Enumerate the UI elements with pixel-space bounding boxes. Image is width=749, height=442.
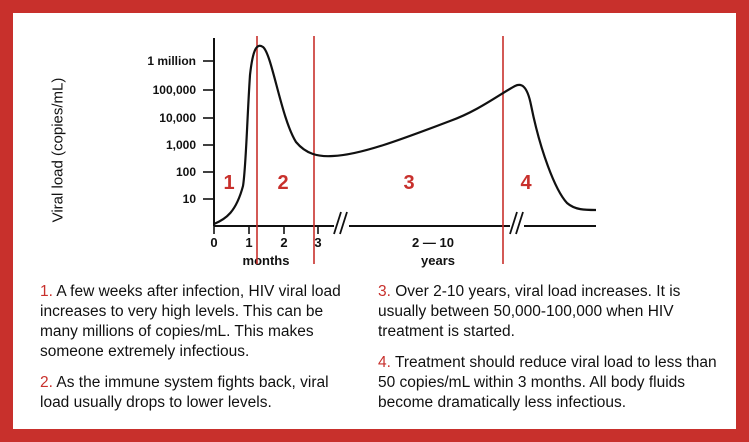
phase-labels: 1 2 3 4 bbox=[223, 172, 532, 194]
phase-label-3: 3 bbox=[403, 172, 414, 194]
phase-label-2: 2 bbox=[277, 172, 288, 194]
note-3-number: 3. bbox=[378, 283, 391, 300]
axis-break-1 bbox=[333, 211, 348, 235]
note-1-number: 1. bbox=[40, 283, 53, 300]
x-tick-label: 2 — 10 bbox=[412, 235, 454, 250]
chart-ticks: 10 100 1,000 10,000 100,000 1 million 0 1 2 3 2 — … bbox=[147, 54, 455, 268]
x-tick-label: 2 bbox=[280, 235, 287, 250]
axis-break-2 bbox=[509, 211, 524, 235]
phase-label-1: 1 bbox=[223, 172, 234, 194]
note-4-number: 4. bbox=[378, 354, 391, 371]
phase-lines bbox=[256, 36, 504, 264]
y-tick-label: 1 million bbox=[147, 54, 196, 68]
x-unit-months: months bbox=[243, 253, 290, 268]
notes-right: 3. Over 2-10 years, viral load increases… bbox=[378, 282, 718, 424]
note-2: 2. As the immune system fights back, vir… bbox=[40, 373, 360, 413]
chart-axes bbox=[213, 38, 596, 235]
y-axis-title: Viral load (copies/mL) bbox=[49, 77, 67, 223]
note-4-text: Treatment should reduce viral load to le… bbox=[378, 354, 717, 411]
y-tick-label: 10 bbox=[183, 192, 197, 206]
x-tick-label: 0 bbox=[210, 235, 217, 250]
note-1-text: A few weeks after infection, HIV viral l… bbox=[40, 283, 341, 360]
y-tick-label: 100 bbox=[176, 165, 196, 179]
phase-label-4: 4 bbox=[520, 172, 532, 194]
y-tick-label: 10,000 bbox=[159, 111, 196, 125]
note-2-text: As the immune system fights back, viral … bbox=[40, 374, 329, 411]
notes-left: 1. A few weeks after infection, HIV vira… bbox=[40, 282, 360, 424]
x-unit-years: years bbox=[421, 253, 455, 268]
y-tick-label: 1,000 bbox=[166, 138, 196, 152]
note-2-number: 2. bbox=[40, 374, 53, 391]
y-tick-label: 100,000 bbox=[153, 83, 197, 97]
note-3-text: Over 2-10 years, viral load increases. I… bbox=[378, 283, 681, 340]
x-tick-label: 1 bbox=[245, 235, 252, 250]
note-1: 1. A few weeks after infection, HIV vira… bbox=[40, 282, 360, 362]
x-tick-label: 3 bbox=[314, 235, 321, 250]
note-4: 4. Treatment should reduce viral load to… bbox=[378, 353, 718, 413]
note-3: 3. Over 2-10 years, viral load increases… bbox=[378, 282, 718, 342]
viral-load-curve bbox=[213, 44, 597, 226]
